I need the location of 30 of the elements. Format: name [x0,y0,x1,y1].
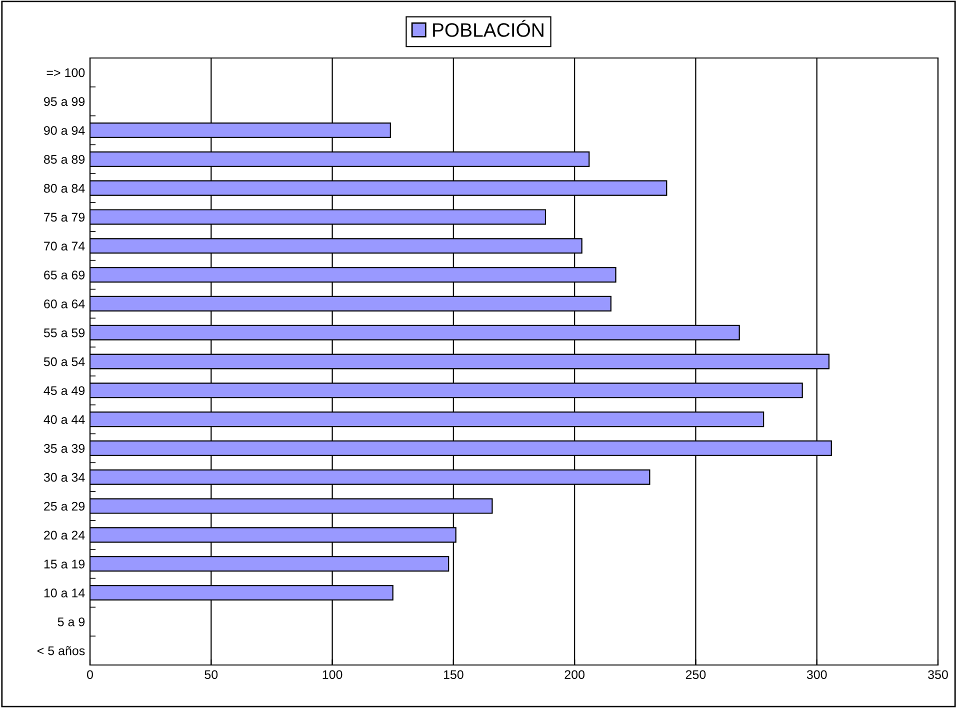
y-tick-label: 70 a 74 [44,242,85,251]
y-tick-label: 60 a 64 [44,299,85,308]
x-tick-label: 0 [87,670,93,680]
y-tick-label: 95 a 99 [44,97,85,106]
y-tick-label: < 5 años [37,646,85,656]
y-tick-label: => 100 [46,68,85,78]
y-tick-label: 55 a 59 [44,328,85,338]
y-tick-label: 5 a 9 [58,617,85,626]
y-tick-label: 35 a 39 [44,444,85,453]
x-tick-label: 50 [204,670,218,680]
y-tick-label: 45 a 49 [44,386,85,396]
x-tick-label: 200 [564,670,585,680]
legend-label: POBLACIÓN [433,20,544,37]
x-tick-label: 350 [928,670,948,680]
y-tick-label: 90 a 94 [44,126,85,135]
x-tick-label: 150 [444,670,464,680]
x-tick-label: 100 [322,670,342,680]
y-tick-label: 80 a 84 [44,184,85,193]
y-tick-label: 10 a 14 [44,588,85,598]
y-tick-label: 25 a 29 [44,502,85,511]
y-tick-label: 30 a 34 [44,472,85,482]
y-tick-label: 75 a 79 [44,212,85,222]
x-tick-label: 300 [806,670,827,680]
y-tick-label: 15 a 19 [44,560,85,568]
y-tick-label: 85 a 89 [44,154,85,164]
y-tick-label: 40 a 44 [44,415,85,424]
x-tick-label: 250 [686,670,706,680]
y-tick-label: 65 a 69 [44,270,85,280]
y-tick-label: 20 a 24 [44,530,85,540]
y-tick-label: 50 a 54 [44,357,85,366]
